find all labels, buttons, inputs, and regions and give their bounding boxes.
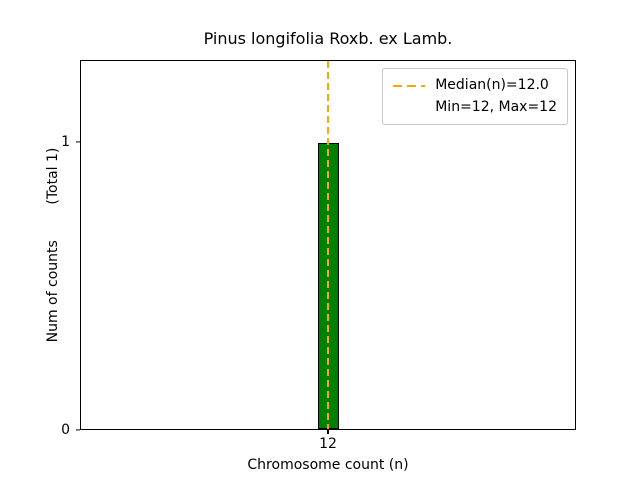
legend-label-median: Median(n)=12.0 bbox=[435, 77, 549, 93]
y-tick-mark-0 bbox=[76, 429, 80, 431]
y-axis-label: Num of counts (Total 1) bbox=[45, 147, 61, 343]
y-tick-label-0: 0 bbox=[61, 422, 70, 438]
chart-title: Pinus longifolia Roxb. ex Lamb. bbox=[203, 29, 453, 48]
median-line bbox=[327, 61, 329, 429]
x-tick-label-12: 12 bbox=[319, 436, 337, 452]
legend-swatch-spacer bbox=[393, 107, 425, 109]
legend-entry-minmax: Min=12, Max=12 bbox=[393, 97, 557, 119]
legend-label-minmax: Min=12, Max=12 bbox=[435, 98, 557, 115]
median-dashed-line-swatch bbox=[393, 84, 426, 87]
x-tick-mark-12 bbox=[327, 430, 329, 434]
y-tick-label-1: 1 bbox=[61, 134, 70, 151]
legend: Median(n)=12.0 Min=12, Max=12 bbox=[382, 68, 568, 126]
y-tick-mark-1 bbox=[76, 141, 80, 143]
x-axis-label: Chromosome count (n) bbox=[247, 457, 409, 473]
legend-entry-median: Median(n)=12.0 bbox=[393, 75, 557, 97]
plot-area: Median(n)=12.0 Min=12, Max=12 bbox=[80, 60, 576, 430]
